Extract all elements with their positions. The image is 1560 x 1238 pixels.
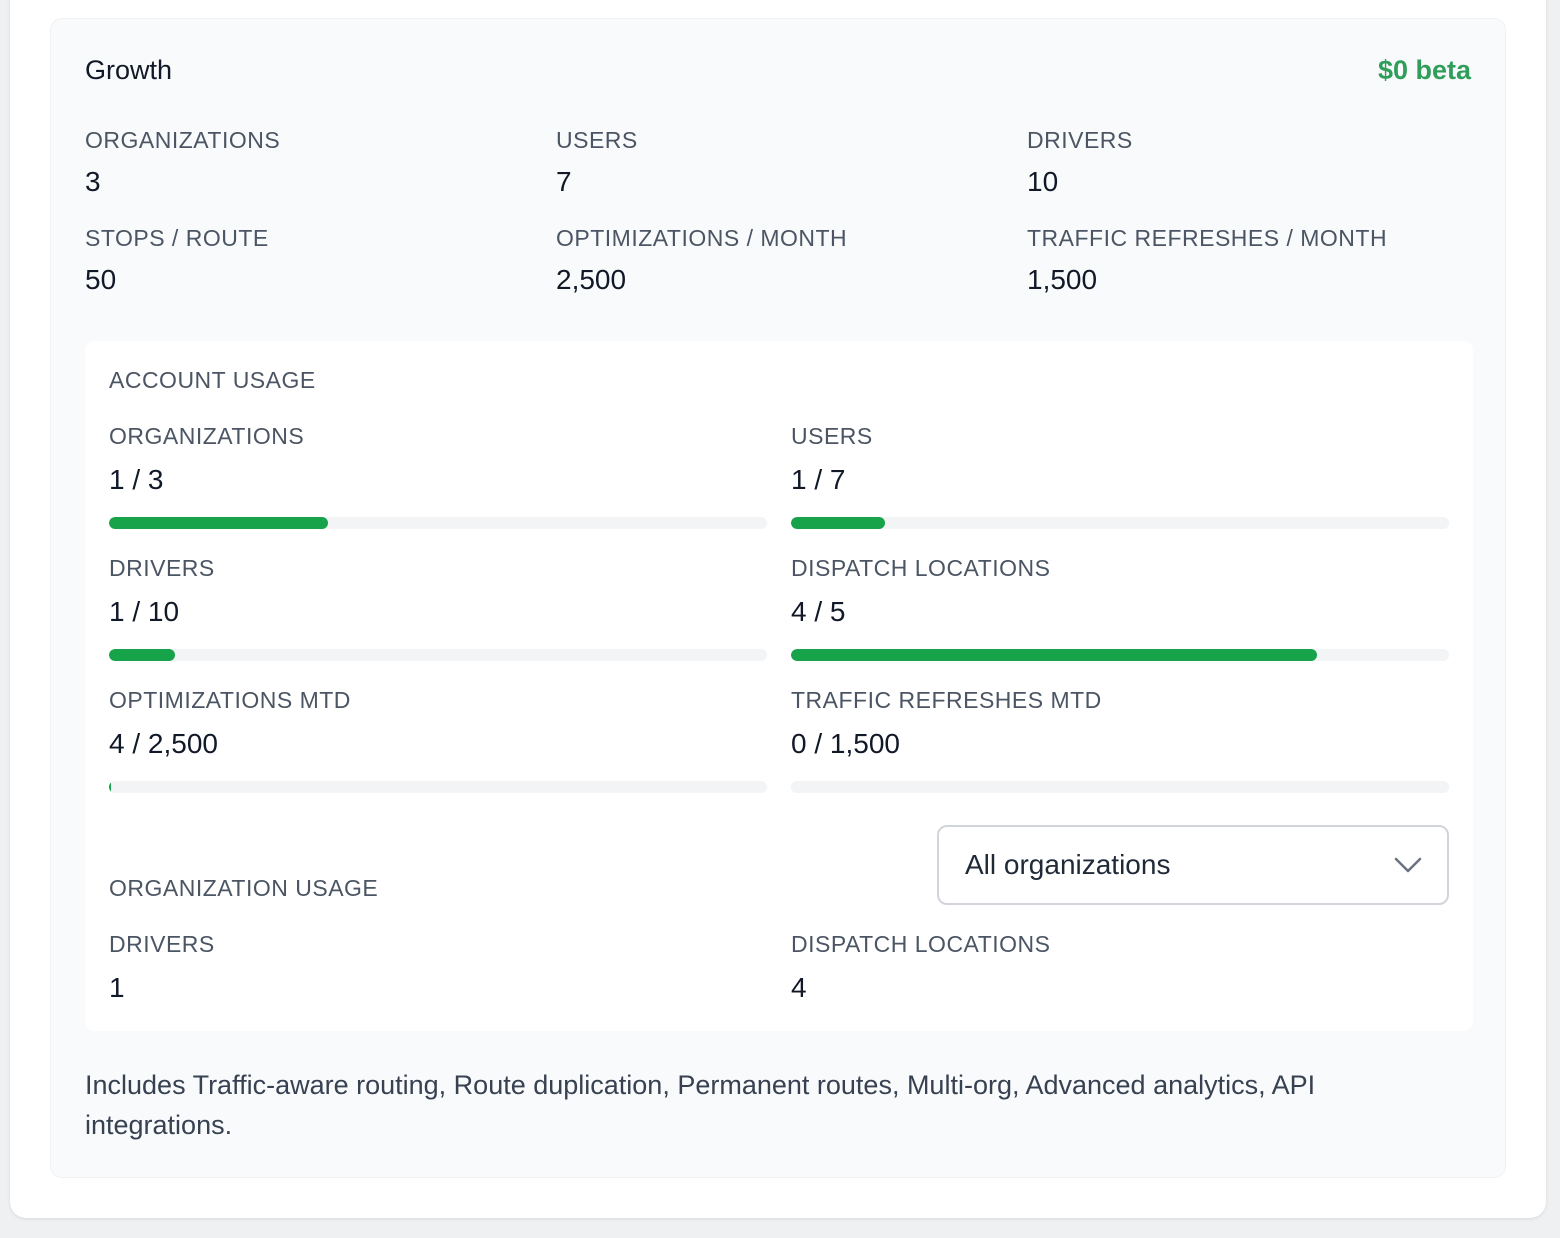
usage-panel: ACCOUNT USAGE ORGANIZATIONS 1 / 3 USERS … bbox=[85, 341, 1473, 1031]
progress-bar bbox=[109, 781, 767, 793]
usage-value: 1 bbox=[109, 972, 125, 1003]
usage-value: 1 / 10 bbox=[109, 596, 180, 627]
progress-fill bbox=[109, 517, 329, 529]
limit-label: DRIVERS bbox=[1027, 127, 1133, 153]
limit-value: 1,500 bbox=[1027, 264, 1098, 295]
progress-bar bbox=[109, 649, 767, 661]
limit-label: STOPS / ROUTE bbox=[85, 225, 269, 251]
usage-item-users: USERS 1 / 7 bbox=[791, 421, 1449, 553]
usage-label: USERS bbox=[791, 423, 873, 449]
usage-item-drivers: DRIVERS 1 / 10 bbox=[109, 553, 767, 685]
limit-label: ORGANIZATIONS bbox=[85, 127, 281, 153]
limit-label: OPTIMIZATIONS / MONTH bbox=[556, 225, 848, 251]
progress-fill bbox=[109, 649, 175, 661]
usage-value: 1 / 7 bbox=[791, 464, 846, 495]
plan-price: $0 beta bbox=[1377, 55, 1471, 85]
usage-value: 1 / 3 bbox=[109, 464, 164, 495]
limit-label: TRAFFIC REFRESHES / MONTH bbox=[1027, 225, 1388, 251]
organization-usage-grid: DRIVERS 1 DISPATCH LOCATIONS 4 bbox=[109, 929, 1449, 1005]
progress-bar bbox=[791, 649, 1449, 661]
progress-bar bbox=[791, 781, 1449, 793]
usage-label: DISPATCH LOCATIONS bbox=[791, 931, 1051, 957]
progress-fill bbox=[109, 781, 111, 793]
usage-label: DRIVERS bbox=[109, 931, 215, 957]
account-usage-grid: ORGANIZATIONS 1 / 3 USERS 1 / 7 DRIVERS … bbox=[109, 421, 1449, 817]
usage-value: 4 / 5 bbox=[791, 596, 846, 627]
limit-item-stops-per-route: STOPS / ROUTE 50 bbox=[85, 223, 556, 297]
organization-usage-title: ORGANIZATION USAGE bbox=[109, 875, 379, 901]
limit-label: USERS bbox=[556, 127, 638, 153]
usage-value: 4 bbox=[791, 972, 807, 1003]
progress-fill bbox=[791, 649, 1318, 661]
plan-header: Growth $0 beta bbox=[85, 55, 1471, 86]
limit-value: 50 bbox=[85, 264, 117, 295]
limit-value: 2,500 bbox=[556, 264, 627, 295]
plan-limits: ORGANIZATIONS 3 USERS 7 DRIVERS 10 STOPS… bbox=[85, 125, 1495, 297]
usage-item-optimizations-mtd: OPTIMIZATIONS MTD 4 / 2,500 bbox=[109, 685, 767, 817]
chevron-down-icon bbox=[1394, 857, 1422, 873]
limit-item-users: USERS 7 bbox=[556, 125, 1027, 199]
usage-label: DRIVERS bbox=[109, 555, 215, 581]
limit-value: 10 bbox=[1027, 166, 1059, 197]
organization-select-value: All organizations bbox=[965, 849, 1171, 880]
usage-label: DISPATCH LOCATIONS bbox=[791, 555, 1051, 581]
usage-value: 0 / 1,500 bbox=[791, 728, 900, 759]
usage-value: 4 / 2,500 bbox=[109, 728, 218, 759]
org-usage-item-dispatch-locations: DISPATCH LOCATIONS 4 bbox=[791, 929, 1449, 1005]
plan-card: Growth $0 beta ORGANIZATIONS 3 USERS 7 D… bbox=[50, 18, 1506, 1178]
usage-label: ORGANIZATIONS bbox=[109, 423, 305, 449]
plan-features: Includes Traffic-aware routing, Route du… bbox=[85, 1070, 1316, 1140]
limit-value: 3 bbox=[85, 166, 101, 197]
progress-fill bbox=[791, 517, 886, 529]
progress-bar bbox=[109, 517, 767, 529]
usage-label: TRAFFIC REFRESHES MTD bbox=[791, 687, 1102, 713]
limit-item-traffic-refreshes-per-month: TRAFFIC REFRESHES / MONTH 1,500 bbox=[1027, 223, 1495, 297]
progress-bar bbox=[791, 517, 1449, 529]
usage-label: OPTIMIZATIONS MTD bbox=[109, 687, 351, 713]
organization-select[interactable]: All organizations bbox=[937, 825, 1449, 905]
limit-item-drivers: DRIVERS 10 bbox=[1027, 125, 1495, 199]
org-usage-item-drivers: DRIVERS 1 bbox=[109, 929, 767, 1005]
limit-item-organizations: ORGANIZATIONS 3 bbox=[85, 125, 556, 199]
usage-item-traffic-refreshes-mtd: TRAFFIC REFRESHES MTD 0 / 1,500 bbox=[791, 685, 1449, 817]
usage-item-organizations: ORGANIZATIONS 1 / 3 bbox=[109, 421, 767, 553]
account-usage-title: ACCOUNT USAGE bbox=[109, 367, 316, 393]
limit-item-optimizations-per-month: OPTIMIZATIONS / MONTH 2,500 bbox=[556, 223, 1027, 297]
usage-item-dispatch-locations: DISPATCH LOCATIONS 4 / 5 bbox=[791, 553, 1449, 685]
limit-value: 7 bbox=[556, 166, 572, 197]
plan-name: Growth bbox=[85, 55, 173, 85]
